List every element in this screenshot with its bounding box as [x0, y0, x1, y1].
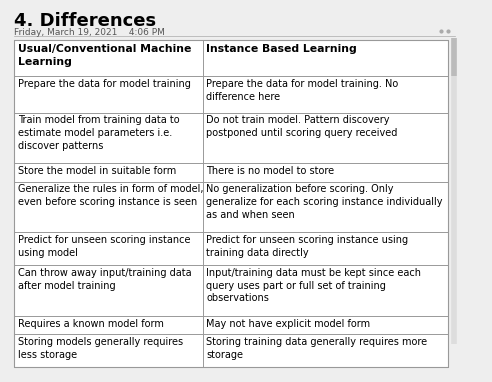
Text: Requires a known model form: Requires a known model form: [18, 319, 164, 329]
Text: Predict for unseen scoring instance using
training data directly: Predict for unseen scoring instance usin…: [207, 235, 409, 258]
Text: Usual/Conventional Machine
Learning: Usual/Conventional Machine Learning: [18, 44, 191, 67]
Text: May not have explicit model form: May not have explicit model form: [207, 319, 370, 329]
Text: Can throw away input/training data
after model training: Can throw away input/training data after…: [18, 268, 191, 291]
Text: Instance Based Learning: Instance Based Learning: [207, 44, 357, 54]
Text: Prepare the data for model training. No
difference here: Prepare the data for model training. No …: [207, 79, 399, 102]
Text: Train model from training data to
estimate model parameters i.e.
discover patter: Train model from training data to estima…: [18, 115, 180, 151]
Text: 4. Differences: 4. Differences: [14, 12, 156, 30]
Text: Predict for unseen scoring instance
using model: Predict for unseen scoring instance usin…: [18, 235, 190, 258]
Text: Store the model in suitable form: Store the model in suitable form: [18, 166, 176, 176]
Bar: [14, 40, 448, 367]
Text: Storing training data generally requires more
storage: Storing training data generally requires…: [207, 337, 428, 359]
Text: No generalization before scoring. Only
generalize for each scoring instance indi: No generalization before scoring. Only g…: [207, 184, 443, 220]
Text: Friday, March 19, 2021    4:06 PM: Friday, March 19, 2021 4:06 PM: [14, 28, 165, 37]
Text: Storing models generally requires
less storage: Storing models generally requires less s…: [18, 337, 183, 359]
Text: Prepare the data for model training: Prepare the data for model training: [18, 79, 191, 89]
Text: Generalize the rules in form of model,
even before scoring instance is seen: Generalize the rules in form of model, e…: [18, 184, 203, 207]
Text: There is no model to store: There is no model to store: [207, 166, 335, 176]
Text: Do not train model. Pattern discovery
postponed until scoring query received: Do not train model. Pattern discovery po…: [207, 115, 398, 138]
Text: Input/training data must be kept since each
query uses part or full set of train: Input/training data must be kept since e…: [207, 268, 422, 303]
